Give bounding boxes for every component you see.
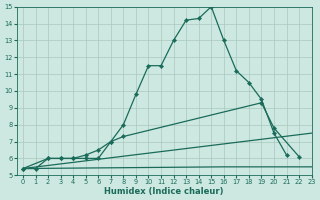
X-axis label: Humidex (Indice chaleur): Humidex (Indice chaleur) (104, 187, 224, 196)
